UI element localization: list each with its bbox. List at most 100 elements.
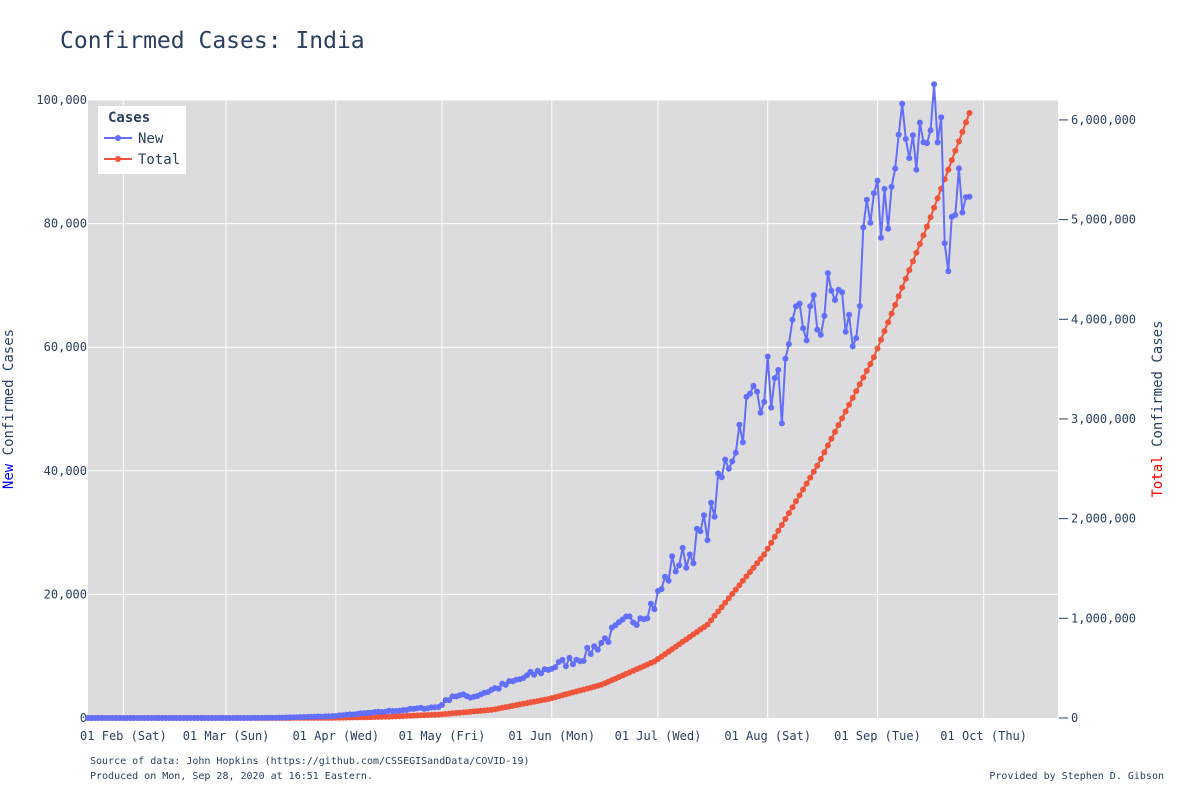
data-point bbox=[899, 284, 906, 291]
x-tick-label: 01 Aug (Sat) bbox=[724, 729, 811, 743]
data-point bbox=[938, 114, 945, 121]
data-point bbox=[771, 533, 778, 540]
data-point bbox=[963, 119, 969, 126]
data-point bbox=[913, 166, 920, 173]
y-right-tick-label: 4,000,000 bbox=[1071, 312, 1136, 326]
data-point bbox=[793, 498, 799, 505]
data-point bbox=[552, 664, 559, 671]
data-point bbox=[775, 527, 782, 534]
data-point bbox=[870, 354, 877, 361]
data-point bbox=[538, 670, 545, 677]
y-left-tick-label: 60,000 bbox=[44, 340, 87, 354]
data-point bbox=[835, 422, 842, 429]
data-point bbox=[715, 608, 722, 615]
data-point bbox=[878, 234, 884, 241]
data-point bbox=[892, 301, 899, 308]
data-point bbox=[931, 81, 938, 88]
data-point bbox=[439, 701, 445, 708]
data-point bbox=[810, 292, 817, 299]
data-point bbox=[743, 573, 750, 580]
data-point bbox=[626, 613, 633, 620]
data-point bbox=[878, 336, 884, 343]
data-point bbox=[856, 303, 863, 309]
data-point bbox=[771, 375, 778, 382]
data-point bbox=[839, 415, 846, 422]
data-point bbox=[768, 404, 775, 411]
data-point bbox=[782, 516, 789, 522]
legend: Cases New Total bbox=[98, 106, 186, 174]
data-point bbox=[941, 240, 948, 247]
legend-label-total: Total bbox=[138, 152, 180, 168]
data-point bbox=[874, 345, 881, 352]
data-point bbox=[832, 297, 838, 303]
data-point bbox=[598, 639, 605, 646]
data-point bbox=[587, 651, 594, 657]
data-point bbox=[739, 577, 746, 584]
data-point bbox=[927, 214, 934, 221]
data-point bbox=[885, 319, 892, 326]
x-tick-label: 01 Apr (Wed) bbox=[292, 729, 379, 743]
data-point bbox=[736, 421, 743, 428]
footer-source: Source of data: John Hopkins (https://gi… bbox=[90, 756, 530, 767]
data-point bbox=[718, 474, 725, 481]
data-point bbox=[757, 555, 764, 562]
data-point bbox=[531, 671, 538, 678]
series-new bbox=[85, 81, 973, 721]
data-point bbox=[679, 544, 686, 551]
data-point bbox=[810, 468, 817, 475]
data-point bbox=[580, 657, 587, 664]
data-point bbox=[902, 136, 909, 142]
data-point bbox=[902, 275, 909, 282]
data-point bbox=[803, 337, 810, 344]
y-left-tick-label: 80,000 bbox=[44, 217, 87, 231]
data-point bbox=[704, 537, 711, 544]
legend-box bbox=[98, 106, 186, 174]
x-tick-label: 01 Mar (Sun) bbox=[183, 729, 270, 743]
data-point bbox=[711, 513, 718, 520]
y-left-axis-title: New Confirmed Cases bbox=[1, 329, 17, 489]
data-point bbox=[846, 401, 853, 408]
data-point bbox=[849, 394, 856, 401]
data-point bbox=[750, 382, 757, 389]
data-point bbox=[934, 139, 941, 146]
data-point bbox=[955, 165, 962, 172]
data-point bbox=[807, 303, 814, 310]
data-point bbox=[959, 128, 966, 135]
data-point bbox=[931, 204, 938, 211]
data-point bbox=[750, 564, 757, 571]
data-point bbox=[895, 131, 902, 138]
legend-swatch-marker bbox=[115, 135, 121, 141]
data-point bbox=[945, 268, 952, 275]
data-point bbox=[683, 564, 690, 571]
data-point bbox=[952, 147, 959, 154]
y-right-tick-label: 1,000,000 bbox=[1071, 611, 1136, 625]
data-point bbox=[800, 325, 807, 332]
data-point bbox=[860, 224, 867, 231]
data-point bbox=[729, 590, 736, 597]
data-point bbox=[945, 166, 952, 173]
data-point bbox=[754, 560, 761, 567]
data-point bbox=[888, 310, 895, 317]
data-point bbox=[966, 110, 973, 116]
data-point bbox=[729, 458, 736, 465]
data-point bbox=[644, 615, 651, 622]
data-point bbox=[757, 409, 764, 416]
data-point bbox=[874, 177, 881, 184]
data-point bbox=[948, 157, 955, 164]
data-point bbox=[906, 267, 913, 274]
data-point bbox=[796, 492, 803, 499]
data-point bbox=[885, 225, 892, 232]
data-point bbox=[747, 390, 753, 397]
y-right-tick-label: 3,000,000 bbox=[1071, 412, 1136, 426]
data-point bbox=[789, 316, 796, 323]
y-right-tick-label: 0 bbox=[1071, 711, 1078, 725]
data-point bbox=[867, 219, 874, 226]
data-point bbox=[927, 127, 934, 134]
data-point bbox=[732, 586, 739, 593]
grid-lines bbox=[88, 99, 1058, 718]
data-point bbox=[839, 289, 846, 296]
data-point bbox=[899, 100, 906, 107]
data-point bbox=[701, 512, 707, 519]
data-point bbox=[722, 456, 729, 463]
